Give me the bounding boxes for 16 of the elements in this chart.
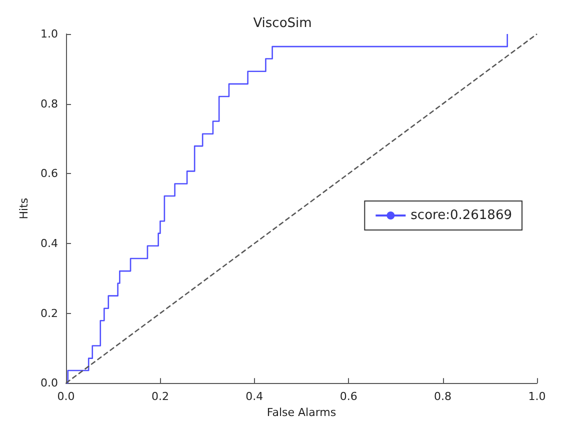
y-tick-label: 1.0 bbox=[40, 28, 58, 40]
y-tick-label: 0.0 bbox=[40, 376, 58, 390]
x-tick-label: 0.0 bbox=[57, 390, 75, 404]
y-tick-label: 0.4 bbox=[40, 236, 58, 250]
x-tick-label: 0.6 bbox=[340, 390, 358, 404]
x-axis-title: False Alarms bbox=[266, 406, 336, 419]
y-axis-title: Hits bbox=[18, 198, 31, 220]
legend-label: score:0.261869 bbox=[410, 208, 512, 223]
x-tick-label: 0.4 bbox=[246, 390, 264, 404]
y-tick-label: 0.2 bbox=[40, 306, 58, 320]
y-tick-label: 0.6 bbox=[40, 167, 58, 180]
x-tick-label: 0.2 bbox=[151, 390, 169, 404]
y-tick-label: 0.8 bbox=[40, 97, 58, 110]
x-tick-label: 1.0 bbox=[528, 390, 546, 404]
chart-title: ViscoSim bbox=[253, 16, 312, 31]
x-tick-label: 0.8 bbox=[434, 390, 452, 404]
